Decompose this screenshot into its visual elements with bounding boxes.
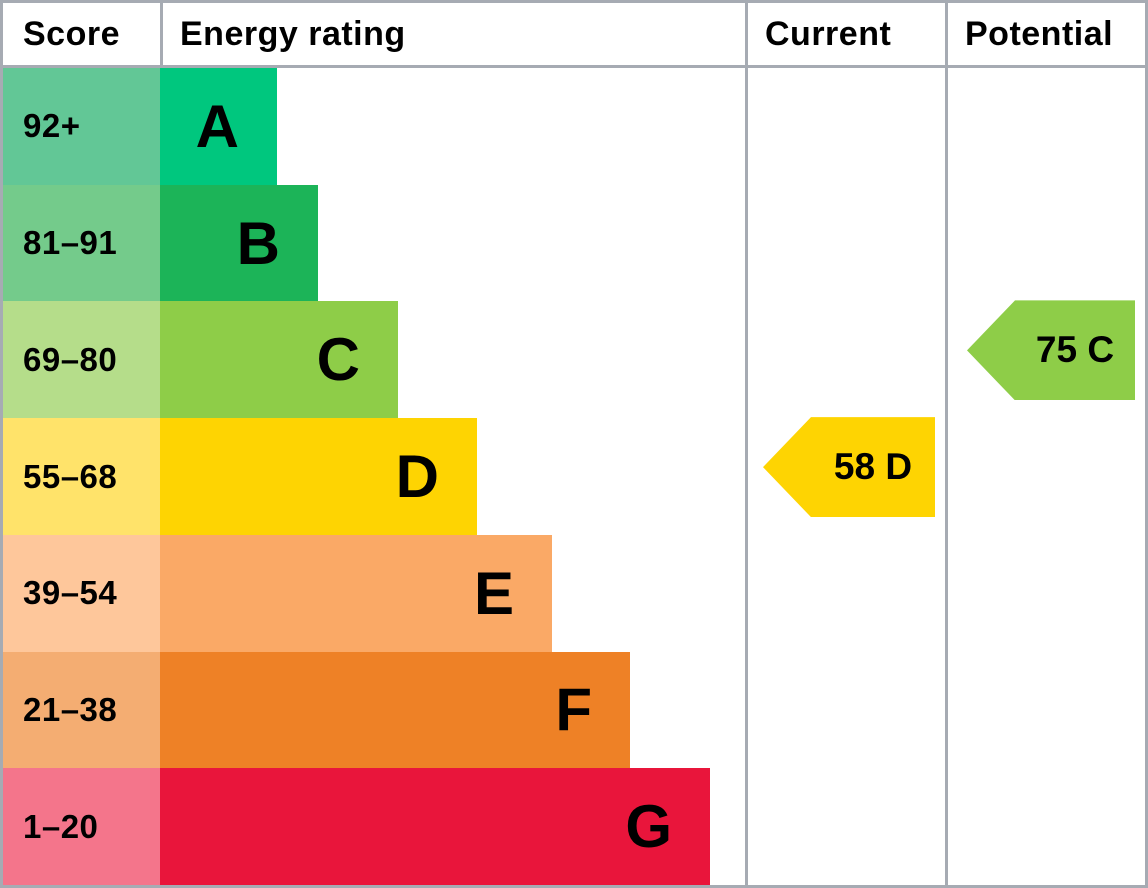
score-cell-g: 1–20 <box>3 768 160 885</box>
score-cell-c: 69–80 <box>3 301 160 419</box>
band-row-d: 55–68 D <box>3 418 1145 535</box>
rating-bar-e: E <box>160 534 552 652</box>
potential-rating-label: 75 C <box>1035 329 1115 371</box>
band-row-c: 69–80 C <box>3 301 1145 419</box>
header-bottom-line <box>3 65 1145 68</box>
band-row-a: 92+ A <box>3 68 1145 185</box>
band-row-b: 81–91 B <box>3 184 1145 302</box>
current-rating-label: 58 D <box>833 446 913 488</box>
score-cell-b: 81–91 <box>3 184 160 302</box>
band-row-f: 21–38 F <box>3 651 1145 769</box>
header-potential: Potential <box>965 14 1114 53</box>
rating-bar-d: D <box>160 418 477 535</box>
score-cell-f: 21–38 <box>3 651 160 769</box>
rating-bar-f: F <box>160 651 630 769</box>
header-current: Current <box>765 14 892 53</box>
score-cell-a: 92+ <box>3 68 160 185</box>
score-column-divider <box>160 3 163 65</box>
rating-bar-g: G <box>160 768 710 885</box>
rating-bar-b: B <box>160 184 318 302</box>
potential-column-divider <box>945 3 948 885</box>
current-column-divider <box>745 3 748 885</box>
score-cell-e: 39–54 <box>3 534 160 652</box>
rating-bar-c: C <box>160 301 398 419</box>
header-energy-rating: Energy rating <box>180 14 406 53</box>
rating-bar-a: A <box>160 68 277 185</box>
header-score: Score <box>23 14 120 53</box>
band-row-g: 1–20 G <box>3 768 1145 885</box>
rating-rows: 92+ A 81–91 B 69–80 C 55–68 D 39–54 E 21–38 F 1–20 G <box>3 68 1145 885</box>
score-cell-d: 55–68 <box>3 418 160 535</box>
band-row-e: 39–54 E <box>3 534 1145 652</box>
